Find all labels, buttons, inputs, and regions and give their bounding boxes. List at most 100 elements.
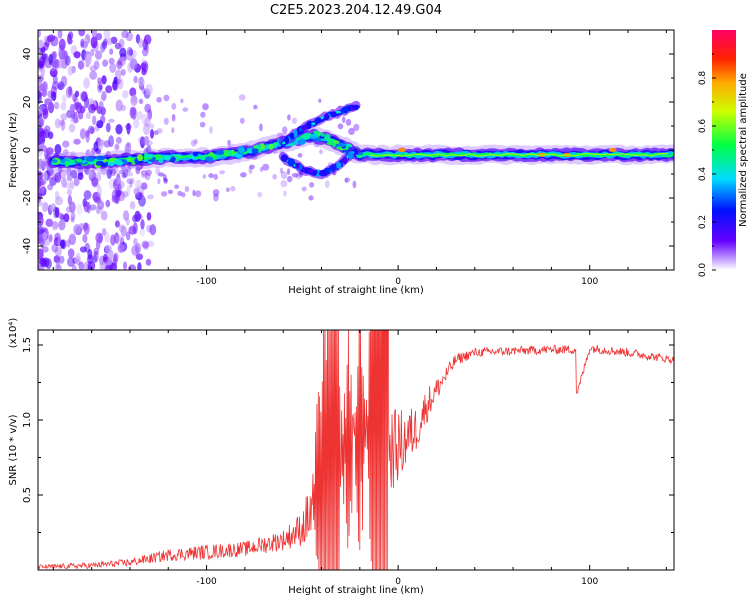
noise-speckle (202, 103, 209, 111)
noise-speckle (55, 190, 60, 201)
noise-speckle (47, 131, 54, 140)
noise-speckle (102, 59, 109, 67)
noise-speckle (50, 91, 57, 101)
noise-speckle (122, 191, 129, 198)
noise-speckle (51, 220, 59, 231)
noise-speckle (140, 182, 148, 190)
colorbar-tick-label: 0.6 (698, 119, 708, 134)
noise-speckle (48, 234, 53, 243)
branch-blob (289, 132, 295, 140)
ridge-blob (64, 160, 70, 168)
x-tick-label: -100 (196, 277, 217, 287)
noise-speckle (79, 91, 87, 102)
noise-speckle (77, 59, 85, 70)
noise-speckle (103, 30, 111, 39)
noise-speckle (97, 77, 102, 84)
snr-y-multiplier: (x10⁴) (8, 318, 19, 349)
noise-speckle (171, 114, 176, 122)
noise-speckle (73, 138, 81, 145)
noise-speckle (91, 30, 98, 38)
figure-title: C2E5.2023.204.12.49.G04 (270, 3, 442, 18)
noise-speckle (38, 215, 44, 227)
noise-speckle (199, 121, 206, 128)
noise-speckle (98, 84, 103, 91)
noise-speckle (57, 81, 65, 91)
spectrogram-axes: -100 0 100 40 20 0 -20 -40 (22, 29, 674, 287)
noise-speckle (309, 182, 315, 188)
noise-speckle (38, 30, 41, 38)
ridge-blob (126, 157, 133, 163)
noise-speckle (132, 222, 138, 235)
noise-speckle (71, 264, 77, 270)
x-tick-label: 100 (581, 277, 598, 287)
ridge-blob (75, 158, 83, 163)
noise-speckle (42, 108, 49, 120)
noise-speckle (80, 38, 85, 48)
noise-speckle (105, 85, 113, 94)
noise-speckle (156, 128, 163, 134)
branch-blob (301, 125, 308, 130)
noise-speckle (95, 232, 104, 244)
noise-speckle (78, 60, 84, 70)
noise-speckle (73, 51, 81, 59)
noise-speckle (117, 183, 122, 191)
noise-speckle (106, 168, 113, 180)
noise-speckle (137, 262, 142, 270)
noise-speckle (163, 117, 169, 125)
noise-speckle (38, 171, 44, 180)
branch-blob (280, 154, 289, 162)
snr-frame (37, 329, 675, 571)
y-tick-label: 40 (22, 48, 33, 61)
noise-speckle (115, 99, 123, 112)
noise-speckle (94, 50, 103, 60)
colorbar-axes: 0.0 0.2 0.4 0.6 0.8 (698, 53, 716, 277)
branch-blob (336, 162, 342, 169)
ridge-blob (51, 159, 58, 163)
noise-speckle (60, 239, 65, 249)
noise-speckle (287, 114, 291, 121)
noise-speckle (53, 206, 58, 219)
branch-blob (313, 169, 318, 175)
y-tick-label: 20 (22, 96, 33, 109)
x-tick-label: 0 (395, 277, 401, 287)
noise-speckle (38, 93, 42, 105)
noise-speckle (60, 102, 67, 111)
noise-speckle (92, 254, 97, 264)
noise-speckle (44, 98, 53, 106)
noise-speckle (133, 187, 140, 196)
noise-speckle (76, 203, 83, 216)
noise-speckle (319, 149, 323, 155)
noise-speckle (279, 167, 284, 174)
noise-speckle (105, 199, 111, 208)
snr-series-line (38, 330, 674, 570)
noise-speckle (97, 140, 104, 150)
noise-speckle (184, 186, 190, 192)
noise-speckle (145, 169, 152, 176)
noise-speckle (67, 188, 72, 196)
noise-speckle (83, 190, 92, 200)
noise-speckle (209, 126, 213, 134)
snr-x-axis-label: Height of straight line (km) (288, 585, 424, 596)
y-tick-label: 0 (22, 147, 33, 153)
noise-speckle (130, 177, 135, 184)
noise-speckle (163, 94, 170, 102)
noise-speckle (126, 166, 132, 173)
noise-speckle (42, 171, 48, 182)
noise-speckle (83, 222, 90, 235)
noise-speckle (73, 224, 82, 235)
noise-speckle (127, 171, 133, 177)
noise-speckle (68, 201, 76, 214)
noise-speckle (48, 53, 54, 66)
noise-speckle (38, 91, 43, 101)
ridge-branch-2 (278, 146, 361, 180)
noise-speckle (72, 117, 79, 124)
colorbar-tick-label: 0.4 (698, 167, 708, 182)
noise-speckle (110, 168, 117, 177)
noise-speckle (43, 125, 51, 133)
noise-speckle (67, 257, 75, 267)
noise-speckle (83, 77, 90, 89)
noise-speckle (113, 144, 120, 151)
noise-speckle (147, 194, 154, 200)
ridge-blob (216, 150, 225, 156)
noise-speckle (38, 146, 42, 153)
